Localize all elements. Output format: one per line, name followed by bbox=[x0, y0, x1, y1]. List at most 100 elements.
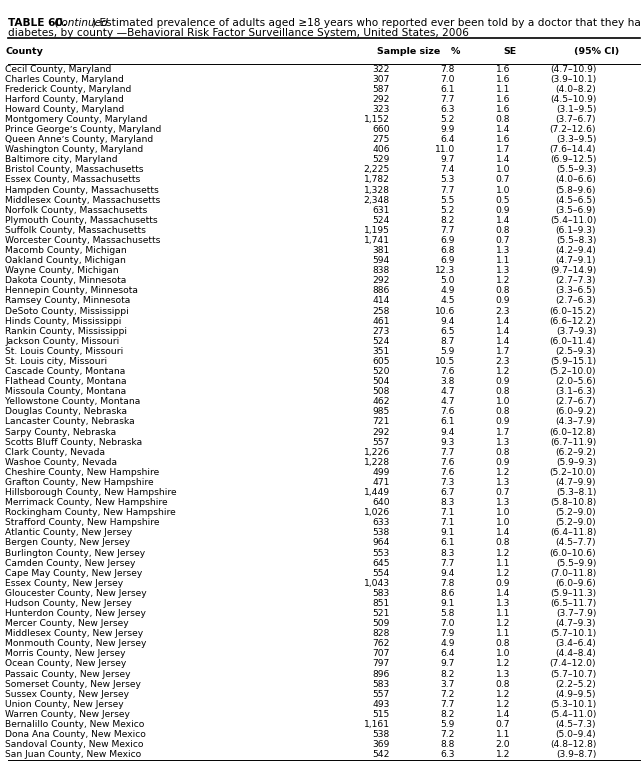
Text: 1.4: 1.4 bbox=[495, 528, 510, 537]
Text: Douglas County, Nebraska: Douglas County, Nebraska bbox=[5, 408, 128, 416]
Text: 557: 557 bbox=[372, 437, 390, 447]
Text: St. Louis city, Missouri: St. Louis city, Missouri bbox=[5, 357, 107, 366]
Text: (5.7–10.7): (5.7–10.7) bbox=[550, 670, 596, 678]
Text: Warren County, New Jersey: Warren County, New Jersey bbox=[5, 710, 130, 719]
Text: Cecil County, Maryland: Cecil County, Maryland bbox=[5, 65, 112, 74]
Text: 7.1: 7.1 bbox=[441, 508, 455, 517]
Text: Queen Anneʼs County, Maryland: Queen Anneʼs County, Maryland bbox=[5, 135, 153, 144]
Text: 5.5: 5.5 bbox=[441, 196, 455, 205]
Text: Missoula County, Montana: Missoula County, Montana bbox=[5, 387, 126, 396]
Text: 6.7: 6.7 bbox=[440, 488, 455, 497]
Text: 2.3: 2.3 bbox=[495, 357, 510, 366]
Text: Dakota County, Minnesota: Dakota County, Minnesota bbox=[5, 277, 126, 285]
Text: 9.7: 9.7 bbox=[441, 659, 455, 668]
Text: San Juan County, New Mexico: San Juan County, New Mexico bbox=[5, 750, 142, 759]
Text: Bernalillo County, New Mexico: Bernalillo County, New Mexico bbox=[5, 720, 144, 729]
Text: 7.2: 7.2 bbox=[440, 690, 455, 699]
Text: 2.0: 2.0 bbox=[495, 740, 510, 749]
Text: Howard County, Maryland: Howard County, Maryland bbox=[5, 105, 124, 114]
Text: Washoe County, Nevada: Washoe County, Nevada bbox=[5, 458, 117, 467]
Text: (3.9–8.7): (3.9–8.7) bbox=[556, 750, 596, 759]
Text: 515: 515 bbox=[372, 710, 390, 719]
Text: 3.7: 3.7 bbox=[441, 680, 455, 689]
Text: (5.2–10.0): (5.2–10.0) bbox=[549, 468, 596, 477]
Text: (4.3–7.9): (4.3–7.9) bbox=[556, 418, 596, 427]
Text: 0.9: 0.9 bbox=[495, 296, 510, 306]
Text: 8.2: 8.2 bbox=[440, 670, 455, 678]
Text: Rockingham County, New Hampshire: Rockingham County, New Hampshire bbox=[5, 508, 176, 517]
Text: (6.4–11.8): (6.4–11.8) bbox=[550, 528, 596, 537]
Text: 8.3: 8.3 bbox=[441, 549, 455, 558]
Text: 499: 499 bbox=[372, 468, 390, 477]
Text: 0.7: 0.7 bbox=[495, 175, 510, 184]
Text: 493: 493 bbox=[372, 700, 390, 709]
Text: County: County bbox=[5, 47, 43, 56]
Text: Worcester County, Massachusetts: Worcester County, Massachusetts bbox=[5, 236, 160, 245]
Text: 1.2: 1.2 bbox=[495, 700, 510, 709]
Text: 896: 896 bbox=[372, 670, 390, 678]
Text: (95% CI): (95% CI) bbox=[574, 47, 619, 56]
Text: Hampden County, Massachusetts: Hampden County, Massachusetts bbox=[5, 185, 159, 194]
Text: Bristol County, Massachusetts: Bristol County, Massachusetts bbox=[5, 165, 144, 174]
Text: 6.3: 6.3 bbox=[440, 750, 455, 759]
Text: 2,225: 2,225 bbox=[363, 165, 390, 174]
Text: 828: 828 bbox=[372, 629, 390, 639]
Text: 7.8: 7.8 bbox=[441, 579, 455, 588]
Text: 1.3: 1.3 bbox=[496, 437, 510, 447]
Text: Morris County, New Jersey: Morris County, New Jersey bbox=[5, 649, 126, 658]
Text: 9.7: 9.7 bbox=[441, 155, 455, 165]
Text: Sarpy County, Nebraska: Sarpy County, Nebraska bbox=[5, 427, 117, 437]
Text: 1.0: 1.0 bbox=[495, 165, 510, 174]
Text: 8.2: 8.2 bbox=[440, 710, 455, 719]
Text: 521: 521 bbox=[372, 609, 390, 618]
Text: SE: SE bbox=[504, 47, 517, 56]
Text: (3.1–6.3): (3.1–6.3) bbox=[556, 387, 596, 396]
Text: Essex County, Massachusetts: Essex County, Massachusetts bbox=[5, 175, 140, 184]
Text: 851: 851 bbox=[372, 599, 390, 608]
Text: 4.9: 4.9 bbox=[440, 639, 455, 648]
Text: Middlesex County, New Jersey: Middlesex County, New Jersey bbox=[5, 629, 143, 639]
Text: 7.3: 7.3 bbox=[441, 478, 455, 487]
Text: 520: 520 bbox=[372, 367, 390, 376]
Text: (5.5–8.3): (5.5–8.3) bbox=[556, 236, 596, 245]
Text: (7.6–14.4): (7.6–14.4) bbox=[549, 146, 596, 154]
Text: 1.6: 1.6 bbox=[495, 65, 510, 74]
Text: (4.5–7.3): (4.5–7.3) bbox=[556, 720, 596, 729]
Text: (4.9–9.5): (4.9–9.5) bbox=[556, 690, 596, 699]
Text: Lancaster County, Nebraska: Lancaster County, Nebraska bbox=[5, 418, 135, 427]
Text: 0.8: 0.8 bbox=[495, 448, 510, 456]
Text: Harford County, Maryland: Harford County, Maryland bbox=[5, 94, 124, 104]
Text: Cascade County, Montana: Cascade County, Montana bbox=[5, 367, 126, 376]
Text: (4.8–12.8): (4.8–12.8) bbox=[550, 740, 596, 749]
Text: 7.6: 7.6 bbox=[440, 367, 455, 376]
Text: 509: 509 bbox=[372, 619, 390, 628]
Text: (3.3–6.5): (3.3–6.5) bbox=[556, 287, 596, 296]
Text: Cape May County, New Jersey: Cape May County, New Jersey bbox=[5, 568, 142, 578]
Text: (9.7–14.9): (9.7–14.9) bbox=[550, 266, 596, 275]
Text: 7.2: 7.2 bbox=[440, 730, 455, 739]
Text: (2.0–5.6): (2.0–5.6) bbox=[555, 377, 596, 386]
Text: 1.0: 1.0 bbox=[495, 518, 510, 527]
Text: 0.7: 0.7 bbox=[495, 488, 510, 497]
Text: (5.7–10.1): (5.7–10.1) bbox=[550, 629, 596, 639]
Text: 1.6: 1.6 bbox=[495, 94, 510, 104]
Text: (5.3–8.1): (5.3–8.1) bbox=[556, 488, 596, 497]
Text: 4.5: 4.5 bbox=[440, 296, 455, 306]
Text: 1.4: 1.4 bbox=[495, 589, 510, 598]
Text: 381: 381 bbox=[372, 246, 390, 255]
Text: (6.0–10.6): (6.0–10.6) bbox=[549, 549, 596, 558]
Text: 1,741: 1,741 bbox=[363, 236, 390, 245]
Text: 292: 292 bbox=[372, 94, 390, 104]
Text: 7.7: 7.7 bbox=[441, 559, 455, 568]
Text: 1.1: 1.1 bbox=[496, 256, 510, 265]
Text: 1.0: 1.0 bbox=[495, 508, 510, 517]
Text: 1.2: 1.2 bbox=[495, 277, 510, 285]
Text: (6.0–12.8): (6.0–12.8) bbox=[549, 427, 596, 437]
Text: 1.3: 1.3 bbox=[496, 246, 510, 255]
Text: 762: 762 bbox=[372, 639, 390, 648]
Text: Sussex County, New Jersey: Sussex County, New Jersey bbox=[5, 690, 129, 699]
Text: (6.6–12.2): (6.6–12.2) bbox=[549, 317, 596, 325]
Text: 7.8: 7.8 bbox=[441, 65, 455, 74]
Text: (4.7–10.9): (4.7–10.9) bbox=[550, 65, 596, 74]
Text: 8.8: 8.8 bbox=[441, 740, 455, 749]
